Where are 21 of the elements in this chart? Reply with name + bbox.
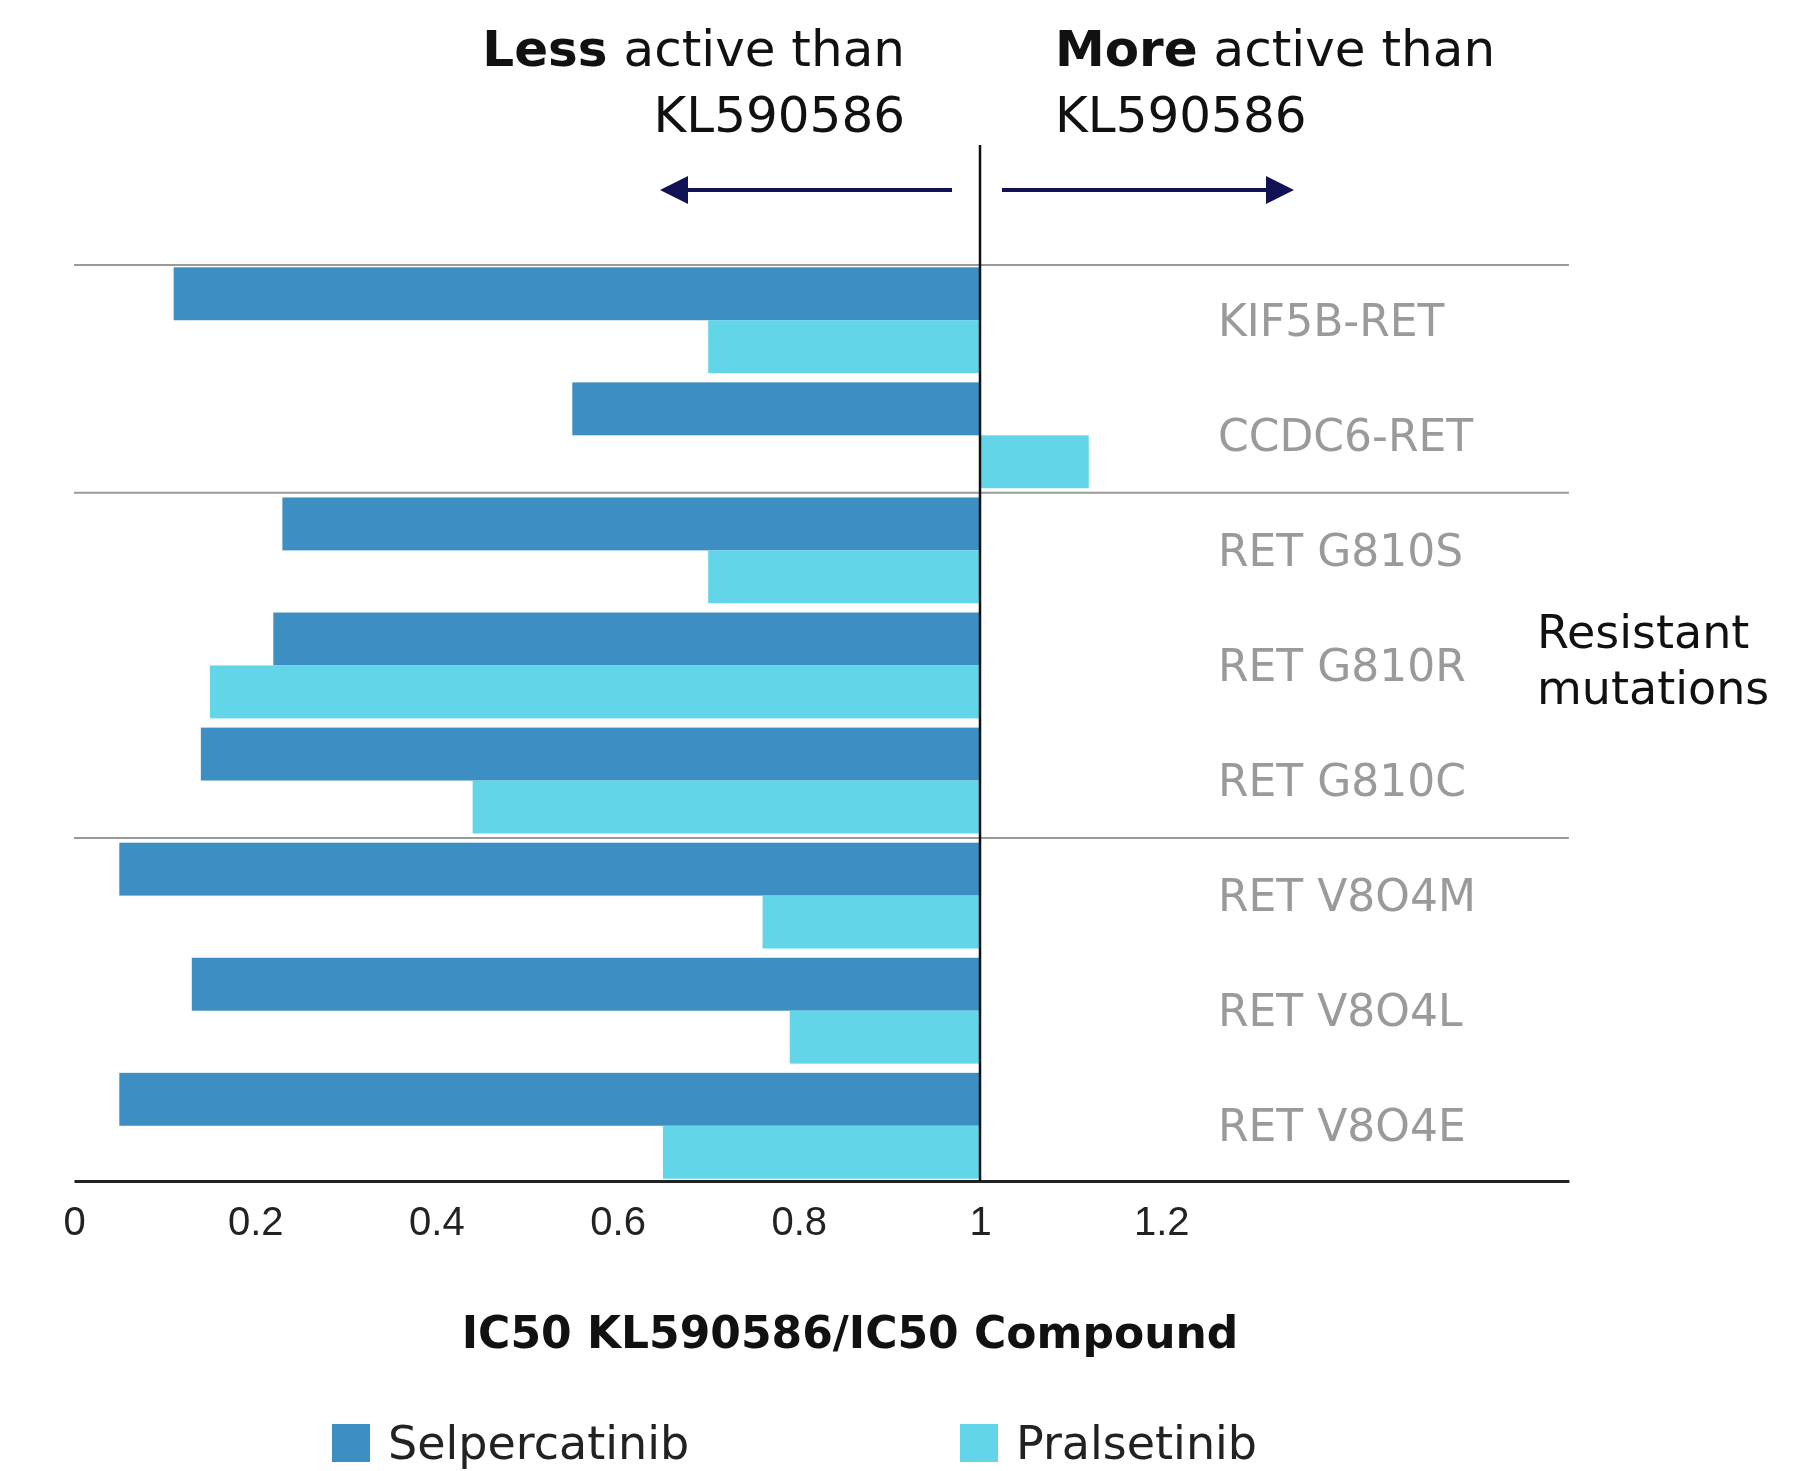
y-tick-label: RET G810S (1218, 524, 1464, 576)
y-tick-label: CCDC6-RET (1218, 409, 1474, 461)
annotation: Resistant mutations (1537, 605, 1770, 715)
y-tick-label: RET G810R (1218, 639, 1466, 691)
legend-label: Selpercatinib (388, 1416, 690, 1471)
x-tick-label: 0.4 (409, 1199, 465, 1244)
y-tick-label: RET V8O4M (1218, 870, 1476, 922)
y-tick-label: KIF5B-RET (1218, 294, 1445, 346)
x-tick-label: 0.8 (771, 1199, 828, 1244)
x-tick-label: 1 (969, 1199, 992, 1244)
x-tick-label: 0.2 (227, 1199, 284, 1244)
x-tick-label: 0 (63, 1199, 86, 1244)
legend-label: Pralsetinib (1016, 1416, 1258, 1471)
text: More active than KL590586 (1055, 20, 1496, 144)
text: Less active than KL590586 (482, 20, 905, 144)
y-tick-label: RET G810C (1218, 754, 1467, 806)
y-tick-label: RET V8O4E (1218, 1100, 1466, 1152)
x-tick-label: 0.6 (590, 1199, 646, 1244)
y-tick-label: RET V8O4L (1218, 985, 1463, 1037)
x-axis-title: IC50 KL590586/IC50 Compound (461, 1307, 1239, 1358)
x-tick-label: 1.2 (1133, 1199, 1190, 1244)
